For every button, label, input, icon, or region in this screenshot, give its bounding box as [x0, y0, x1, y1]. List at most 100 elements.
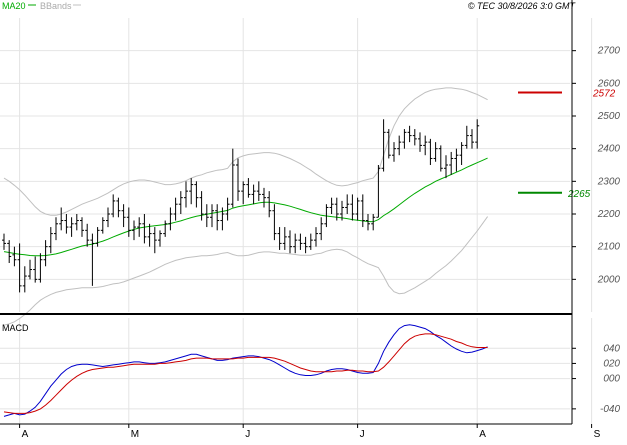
ohlc-bar	[158, 230, 162, 247]
copyright-label: © TEC 30/8/2026 3:0 GMT	[468, 1, 577, 11]
ma20-line-group	[3, 157, 488, 257]
macd-tick-label: 040	[603, 343, 620, 354]
ohlc-bar	[418, 132, 422, 152]
ohlc-bar	[204, 204, 209, 228]
ohlc-bar	[152, 227, 157, 254]
ohlc-bar	[433, 142, 438, 162]
ohlc-bar	[132, 220, 136, 241]
ohlc-bar	[340, 200, 344, 221]
ohlc-bar	[303, 236, 308, 254]
price-tick-label: 2100	[597, 242, 621, 253]
price-tick-label: 2200	[597, 209, 621, 220]
ohlc-bar	[329, 197, 334, 214]
ohlc-bar	[137, 217, 142, 237]
axis-labels: 2000 2100 2200 2300 2400 2500 2600 2700 A M J J A S -0…	[2, 46, 620, 440]
ohlc-bar	[2, 233, 6, 250]
ohlc-bar	[28, 259, 32, 280]
ohlc-bar	[319, 217, 324, 241]
ohlc-bar	[7, 240, 12, 263]
ohlc-bar	[293, 233, 298, 254]
ohlc-bar	[22, 266, 27, 293]
ohlc-bar	[43, 240, 48, 267]
ohlc-bar	[85, 223, 90, 247]
ohlc-bar	[80, 217, 84, 237]
ohlc-bar	[428, 138, 433, 165]
month-label: J	[360, 429, 365, 440]
ohlc-bar	[33, 256, 38, 283]
macd-lines	[3, 324, 488, 417]
ohlc-bar	[178, 191, 183, 214]
macd-tick-label: -040	[600, 404, 620, 415]
ohlc-bar	[407, 125, 412, 143]
ma20-line	[3, 157, 488, 257]
ohlc-bar	[246, 178, 251, 198]
macd-tick-label: 000	[603, 374, 620, 385]
ohlc-bar	[225, 197, 230, 221]
ohlc-bar	[251, 184, 256, 205]
ohlc-bar	[17, 243, 22, 293]
price-tick-label: 2700	[597, 46, 621, 57]
ohlc-bar	[106, 207, 110, 228]
ohlc-bar	[199, 191, 204, 221]
month-label: A	[22, 429, 29, 440]
ohlc-bar	[350, 194, 355, 221]
ohlc-bar	[121, 204, 126, 228]
ohlc-bar	[298, 233, 303, 250]
month-label: S	[594, 429, 601, 440]
signal-line	[3, 333, 488, 414]
ohlc-bar	[38, 253, 43, 283]
ohlc-bar	[324, 204, 329, 228]
ohlc-bar	[168, 207, 173, 231]
resistance-label: 2572	[592, 88, 616, 99]
ohlc-bar	[334, 197, 339, 221]
ohlc-bar	[173, 197, 178, 221]
ohlc-bar	[381, 119, 386, 172]
ohlc-bar	[412, 129, 417, 146]
price-gridlines	[0, 18, 593, 312]
bollinger-bands	[3, 87, 489, 326]
ohlc-bar	[360, 194, 365, 228]
ohlc-bars	[2, 119, 480, 293]
macd-title: MACD	[2, 323, 29, 333]
ohlc-bar	[277, 227, 282, 250]
price-levels: 2572 2265	[518, 88, 616, 200]
ohlc-bar	[69, 217, 74, 237]
ohlc-bar	[48, 227, 53, 254]
ohlc-bar	[475, 119, 480, 149]
ohlc-bar	[282, 227, 287, 250]
month-label: M	[131, 429, 139, 440]
ohlc-bar	[95, 227, 100, 247]
ohlc-bar	[116, 197, 121, 218]
bbands-legend: BBands	[40, 1, 72, 11]
ohlc-bar	[402, 129, 407, 149]
price-tick-label: 2600	[597, 78, 621, 89]
ohlc-bar	[126, 207, 131, 237]
ohlc-bar	[184, 181, 188, 208]
ohlc-bar	[366, 214, 370, 231]
price-tick-label: 2300	[597, 176, 621, 187]
ohlc-bar	[459, 142, 464, 165]
ohlc-bar	[308, 233, 313, 250]
ohlc-bar	[111, 194, 116, 218]
ohlc-bar	[220, 207, 225, 231]
month-label: J	[245, 429, 250, 440]
ma20-legend: MA20	[2, 1, 26, 11]
month-label: A	[479, 429, 486, 440]
price-tick-label: 2000	[597, 274, 621, 285]
bband-upper-line	[3, 87, 488, 216]
ohlc-bar	[236, 158, 240, 201]
support-label: 2265	[567, 189, 591, 200]
ohlc-bar	[189, 178, 194, 205]
ohlc-bar	[194, 181, 199, 208]
ohlc-bar	[230, 148, 235, 208]
ohlc-bar	[100, 217, 105, 234]
ohlc-bar	[392, 142, 396, 162]
ohlc-bar	[454, 148, 459, 172]
ohlc-bar	[64, 214, 69, 234]
ohlc-bar	[386, 129, 391, 159]
ohlc-bar	[371, 214, 376, 231]
ohlc-bar	[355, 197, 360, 221]
ohlc-bar	[12, 246, 17, 267]
ohlc-bar	[163, 220, 168, 237]
ohlc-bar	[59, 207, 64, 231]
